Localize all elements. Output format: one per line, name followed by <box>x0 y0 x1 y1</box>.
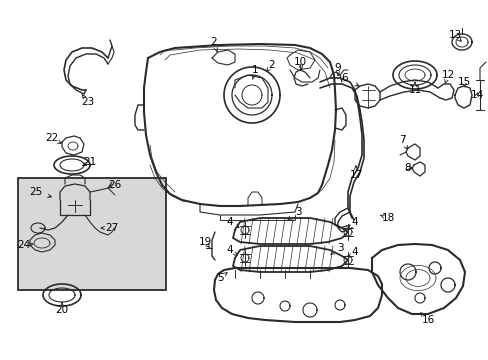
Text: 6: 6 <box>341 73 347 83</box>
Text: 2: 2 <box>268 60 275 70</box>
Text: 21: 21 <box>83 157 97 167</box>
Text: 9: 9 <box>334 63 341 73</box>
Text: 8: 8 <box>404 163 410 173</box>
Text: 15: 15 <box>456 77 469 87</box>
Text: 20: 20 <box>55 305 68 315</box>
Text: 23: 23 <box>81 97 95 107</box>
Text: 18: 18 <box>381 213 394 223</box>
Text: 4: 4 <box>226 217 233 227</box>
Text: 26: 26 <box>108 180 122 190</box>
Text: 14: 14 <box>469 90 483 100</box>
Text: 27: 27 <box>105 223 119 233</box>
Text: 11: 11 <box>407 85 421 95</box>
Text: 19: 19 <box>198 237 211 247</box>
Text: 22: 22 <box>45 133 59 143</box>
Text: 12: 12 <box>441 70 454 80</box>
Text: 13: 13 <box>447 30 461 40</box>
Text: 5: 5 <box>216 273 223 283</box>
Text: 4: 4 <box>226 245 233 255</box>
Text: 2: 2 <box>210 37 217 47</box>
Text: 10: 10 <box>293 57 306 67</box>
Text: 4: 4 <box>351 247 358 257</box>
Text: 3: 3 <box>294 207 301 217</box>
Text: 3: 3 <box>336 243 343 253</box>
Text: 17: 17 <box>348 170 362 180</box>
Text: 16: 16 <box>421 315 434 325</box>
Text: 7: 7 <box>398 135 405 145</box>
Text: 1: 1 <box>251 65 258 75</box>
Text: 25: 25 <box>29 187 42 197</box>
Text: 4: 4 <box>351 217 358 227</box>
Text: 24: 24 <box>18 240 31 250</box>
FancyBboxPatch shape <box>18 178 165 290</box>
